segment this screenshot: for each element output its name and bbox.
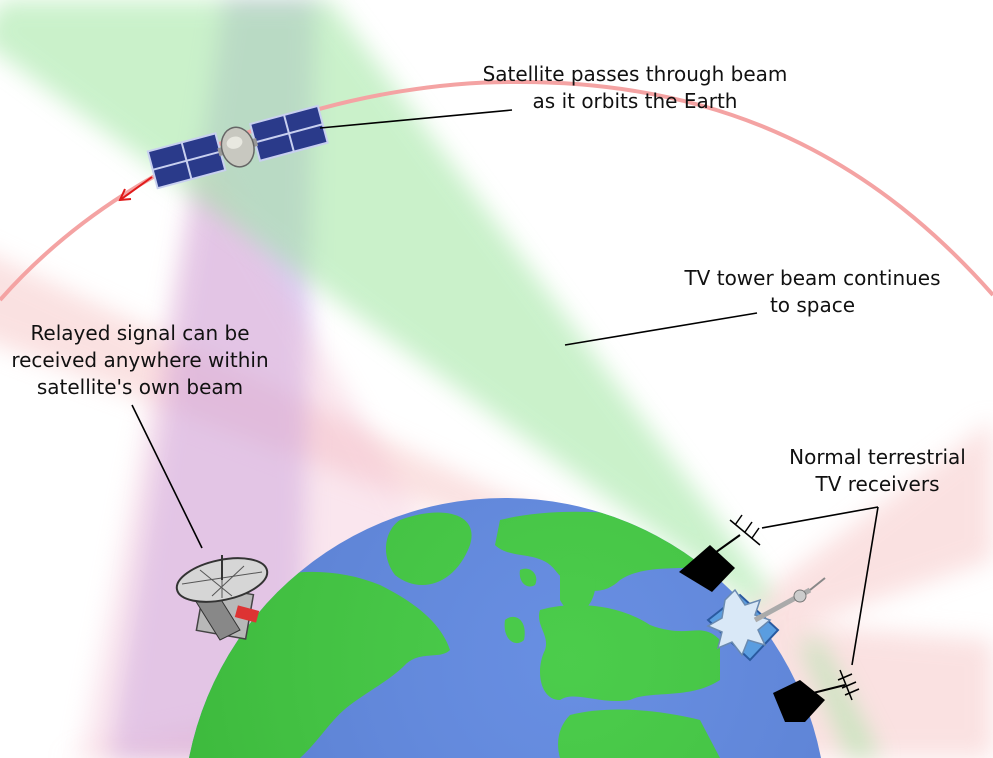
tower-beam-leader-line	[564, 312, 758, 346]
tv-antenna-icon	[729, 514, 761, 546]
tv-tower-icon	[706, 577, 826, 662]
receiver-leader-line-1	[761, 506, 879, 529]
tv-antenna-icon	[837, 669, 860, 701]
house-icon	[773, 680, 846, 722]
relayed-signal-leader-line	[131, 404, 203, 549]
receiver-leader-line-2	[851, 506, 879, 666]
relayed-signal-label: Relayed signal can be received anywhere …	[11, 321, 269, 399]
satellite-beam-label: Satellite passes through beam as it orbi…	[482, 62, 788, 113]
receivers-label: Normal terrestrial TV receivers	[789, 445, 966, 496]
tower-beam-label: TV tower beam continues to space	[684, 266, 941, 317]
orbit-direction-arrow	[118, 176, 153, 202]
dish-antenna-icon	[175, 555, 269, 641]
house-icon	[679, 534, 741, 592]
leader-lines	[131, 109, 879, 666]
satellite-leader-line	[319, 109, 513, 129]
satellite-icon	[146, 104, 329, 190]
earth-globe	[183, 498, 821, 758]
